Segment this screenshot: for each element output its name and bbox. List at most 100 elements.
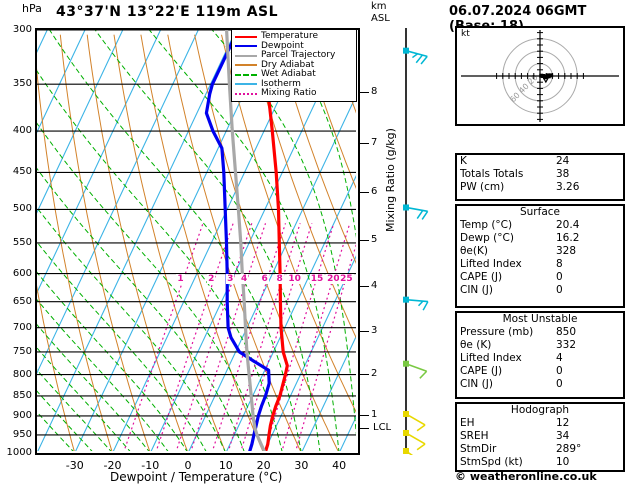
legend-item-label: Wet Adiabat [261, 69, 316, 80]
mixing-ratio-value-label: 10 [287, 274, 302, 285]
pressure-tick-label: 550 [12, 236, 32, 248]
data-row-value: 24 [556, 155, 570, 167]
temperature-tick-label: 10 [218, 459, 233, 472]
legend-color-swatch [235, 73, 257, 76]
data-row: StmSpd (kt) 10 [457, 456, 623, 469]
legend-item-label: Temperature [261, 31, 319, 42]
pressure-tick-label: 650 [12, 295, 32, 307]
data-row: EH 12 [457, 417, 623, 430]
storm-motion-marker [540, 74, 551, 84]
data-row-label: Temp (°C) [460, 219, 513, 231]
wind-barb [403, 448, 414, 455]
legend-item-label: Dry Adiabat [261, 59, 315, 70]
wind-barb [403, 47, 428, 65]
data-row: CIN (J) 0 [457, 378, 623, 391]
data-row-value: 12 [556, 417, 570, 429]
pressure-tick-label: 350 [12, 78, 32, 90]
pressure-tick-label: 800 [12, 368, 32, 380]
pressure-tick-label: 450 [12, 166, 32, 178]
page-title: 43°37'N 13°22'E 119m ASL [56, 4, 279, 20]
mixing-ratio-value-label: 4 [240, 274, 249, 285]
legend-item-label: Dewpoint [261, 40, 304, 51]
x-axis-caption: Dewpoint / Temperature (°C) [110, 470, 283, 484]
height-tick-label: 3 [371, 324, 378, 336]
pressure-tick-label: 950 [12, 428, 32, 440]
data-row: Lifted Index 4 [457, 352, 623, 365]
mixing-ratio-value-label: 1 [176, 274, 185, 285]
wind-barb [403, 410, 426, 432]
data-row-label: Pressure (mb) [460, 326, 534, 338]
data-row-label: CIN (J) [460, 378, 493, 390]
data-row-value: 4 [556, 352, 563, 364]
data-row-label: StmDir [460, 443, 497, 455]
data-row: Totals Totals 38 [457, 168, 623, 181]
data-row-label: PW (cm) [460, 181, 505, 193]
legend-item: Dry Adiabat [235, 59, 353, 71]
height-tick-mark [360, 192, 369, 194]
pressure-tick-label: 500 [12, 203, 32, 215]
data-row-value: 0 [556, 365, 563, 377]
pressure-tick-label: 750 [12, 345, 32, 357]
pressure-tick-label: 300 [12, 24, 32, 35]
data-row: Temp (°C) 20.4 [457, 219, 623, 232]
pressure-tick-label: 400 [12, 125, 32, 137]
legend-item: Wet Adiabat [235, 70, 353, 80]
data-row-label: CAPE (J) [460, 365, 503, 377]
data-row-label: Totals Totals [460, 168, 524, 180]
data-row-value: 3.26 [556, 181, 580, 193]
legend-item: Isotherm [235, 79, 353, 90]
data-row-value: 332 [556, 339, 577, 351]
height-tick-mark [360, 143, 369, 145]
wind-barb [403, 360, 428, 379]
mixing-ratio-value-label: 8 [275, 274, 284, 285]
hodograph-unit-label: kt [461, 29, 470, 39]
legend-item-label: Mixing Ratio [261, 88, 317, 99]
data-row: Lifted Index 8 [457, 258, 623, 271]
wind-barb [403, 296, 429, 311]
height-tick-mark [360, 286, 369, 288]
temperature-tick-label: -30 [65, 459, 84, 472]
data-row-value: 0 [556, 284, 563, 296]
data-row-value: 8 [556, 258, 563, 270]
legend-color-swatch [235, 92, 257, 95]
legend-item: Temperature [235, 32, 353, 42]
temperature-tick-label: 30 [294, 459, 309, 472]
legend-color-swatch [235, 83, 257, 86]
temperature-tick-label: -20 [103, 459, 122, 472]
data-row-label: Lifted Index [460, 258, 522, 270]
most-unstable-parcel-panel: Most Unstable Pressure (mb) 850 θe (K) 332 L… [455, 311, 625, 399]
data-row-label: θe(K) [460, 245, 488, 257]
data-row: Dewp (°C) 16.2 [457, 232, 623, 245]
data-row-value: 0 [556, 378, 563, 390]
data-row-value: 328 [556, 245, 577, 257]
surface-panel-title: Surface [519, 206, 560, 218]
data-row: SREH 34 [457, 430, 623, 443]
data-row-value: 850 [556, 326, 577, 338]
data-row-label: CAPE (J) [460, 271, 503, 283]
data-row-label: K [460, 155, 467, 167]
data-row: CIN (J) 0 [457, 284, 623, 297]
height-tick-label: 6 [371, 186, 378, 198]
data-row-label: EH [460, 417, 475, 429]
data-row: StmDir 289° [457, 443, 623, 456]
legend-color-swatch [235, 64, 257, 67]
temperature-tick-label: -10 [141, 459, 160, 472]
temperature-tick-label: 0 [184, 459, 192, 472]
height-tick-mark [360, 330, 369, 332]
data-row-label: CIN (J) [460, 284, 493, 296]
mixing-ratio-value-label: 6 [260, 274, 269, 285]
pressure-tick-label: 600 [12, 267, 32, 279]
wind-barb [403, 429, 426, 451]
data-row: CAPE (J) 0 [457, 271, 623, 284]
data-row-value: 289° [556, 443, 582, 455]
lcl-tick-mark [360, 427, 369, 429]
legend-item-label: Parcel Trajectory [261, 50, 336, 61]
height-tick-label: 7 [371, 137, 378, 149]
data-row: PW (cm) 3.26 [457, 181, 623, 194]
height-tick-label: 5 [371, 233, 378, 245]
data-row-label: Dewp (°C) [460, 232, 514, 244]
data-row-value: 10 [556, 456, 570, 468]
hodograph-panel-title: Hodograph [510, 404, 570, 416]
height-tick-label: 8 [371, 86, 378, 98]
